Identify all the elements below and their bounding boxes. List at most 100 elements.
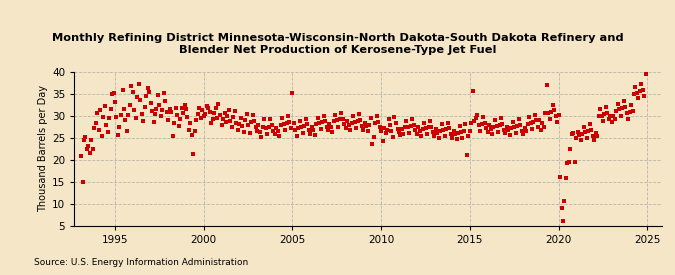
Point <box>418 120 429 125</box>
Point <box>240 118 250 123</box>
Point <box>624 110 635 114</box>
Point <box>481 126 491 130</box>
Point <box>346 121 357 125</box>
Point <box>485 126 496 131</box>
Point <box>122 129 132 134</box>
Point <box>302 122 313 127</box>
Point <box>605 113 616 118</box>
Point <box>186 133 197 137</box>
Point <box>279 128 290 132</box>
Point <box>263 124 274 129</box>
Point <box>432 130 443 135</box>
Point <box>90 121 101 125</box>
Point <box>404 130 414 135</box>
Point <box>641 72 651 76</box>
Point <box>318 113 329 118</box>
Point <box>334 117 345 122</box>
Point <box>228 115 239 119</box>
Point <box>512 124 522 128</box>
Point <box>620 105 630 109</box>
Point <box>442 120 453 125</box>
Point <box>460 122 471 127</box>
Point <box>422 132 433 137</box>
Point <box>119 107 130 111</box>
Point <box>466 121 477 126</box>
Point <box>315 127 326 131</box>
Point <box>516 129 527 133</box>
Point <box>593 114 604 119</box>
Point <box>142 86 153 90</box>
Point <box>556 206 567 210</box>
Point <box>178 111 188 116</box>
Point <box>457 136 468 140</box>
Point <box>478 115 489 119</box>
Point <box>389 115 400 119</box>
Point <box>241 112 252 116</box>
Point <box>355 118 366 122</box>
Point <box>296 125 306 130</box>
Point <box>275 123 286 127</box>
Point <box>287 90 298 95</box>
Point <box>639 94 650 98</box>
Point <box>472 112 483 117</box>
Point <box>344 123 354 127</box>
Point <box>164 107 175 112</box>
Point <box>396 127 407 131</box>
Point <box>175 117 186 122</box>
Point <box>364 123 375 127</box>
Point <box>336 111 347 115</box>
Point <box>132 95 142 99</box>
Point <box>453 130 464 135</box>
Point <box>446 132 456 136</box>
Point <box>215 113 225 117</box>
Point <box>95 108 106 112</box>
Point <box>377 139 388 143</box>
Point <box>197 108 208 112</box>
Point <box>171 112 182 117</box>
Point <box>226 125 237 130</box>
Point <box>93 127 104 132</box>
Point <box>447 135 458 140</box>
Point <box>400 125 410 130</box>
Point <box>352 119 363 123</box>
Point <box>114 125 125 129</box>
Text: Monthly Refining District Minnesota-Wisconsin-North Dakota-South Dakota Refinery: Monthly Refining District Minnesota-Wisc… <box>52 33 623 55</box>
Point <box>253 123 264 127</box>
Point <box>117 88 128 92</box>
Point <box>575 138 586 142</box>
Point <box>595 107 605 112</box>
Point <box>407 117 418 121</box>
Point <box>566 132 577 137</box>
Point <box>83 144 94 148</box>
Point <box>585 122 595 127</box>
Point <box>101 123 111 127</box>
Point <box>294 119 305 123</box>
Point <box>504 133 515 137</box>
Point <box>144 90 155 94</box>
Point <box>194 106 205 110</box>
Point <box>547 102 558 107</box>
Point <box>329 119 340 123</box>
Point <box>636 82 647 86</box>
Point <box>310 122 321 127</box>
Point <box>185 121 196 125</box>
Point <box>107 92 117 97</box>
Point <box>124 102 135 107</box>
Point <box>350 126 361 130</box>
Point <box>561 176 572 180</box>
Point <box>188 152 199 156</box>
Point <box>308 128 319 132</box>
Point <box>338 116 348 121</box>
Point <box>394 130 404 134</box>
Point <box>473 123 484 127</box>
Point <box>138 119 148 123</box>
Point <box>503 127 514 132</box>
Point <box>597 119 608 123</box>
Point <box>323 128 333 133</box>
Point <box>565 147 576 152</box>
Point <box>601 105 612 109</box>
Point <box>135 97 146 102</box>
Point <box>499 127 510 132</box>
Point <box>191 118 202 123</box>
Point <box>140 94 151 98</box>
